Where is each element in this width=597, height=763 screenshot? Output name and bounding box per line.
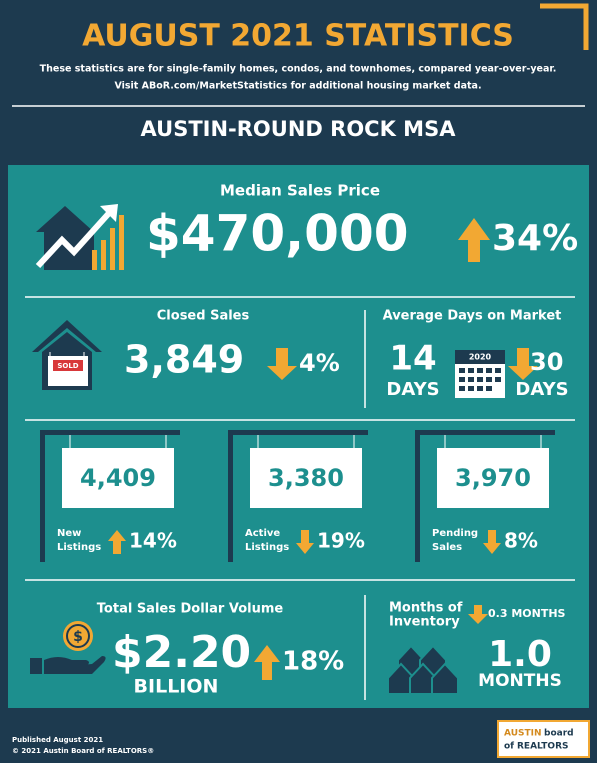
down-arrow	[267, 348, 297, 380]
metric-value: $470,000	[146, 205, 409, 263]
subtitle: Visit ABoR.com/MarketStatistics for addi…	[114, 81, 481, 92]
metric-value: 3,849	[124, 338, 244, 382]
logo-text: of	[504, 742, 514, 752]
listing-label: Active	[245, 528, 280, 539]
corner-accent	[540, 3, 589, 50]
logo-text: board	[544, 729, 574, 739]
prior-unit: DAYS	[515, 379, 568, 400]
metric-label: Total Sales Dollar Volume	[97, 602, 284, 617]
listing-change: 14%	[129, 529, 177, 553]
metric-change: 34%	[492, 218, 578, 259]
up-arrow	[108, 530, 126, 554]
down-arrow	[296, 530, 314, 554]
region: AUSTIN-ROUND ROCK MSA	[141, 117, 457, 141]
listing-value: 4,409	[80, 464, 156, 492]
svg-text:$: $	[73, 629, 83, 645]
house-chart-icon	[35, 204, 124, 270]
metric-change: 4%	[299, 349, 340, 377]
down-arrow	[508, 348, 538, 380]
logo-box	[497, 720, 590, 758]
down-arrow	[483, 530, 501, 554]
calendar-icon	[455, 350, 505, 398]
listing-label: Pending	[432, 528, 478, 539]
up-arrow	[458, 218, 490, 262]
prior-value: 30	[530, 348, 563, 376]
calendar-year: 2020	[469, 353, 492, 362]
metric-value: $2.20	[112, 627, 251, 678]
logo-text: AUSTIN	[504, 729, 542, 739]
sign-bar	[415, 430, 555, 435]
sign-bar	[40, 430, 180, 435]
metric-change: 18%	[282, 647, 344, 677]
sign-board	[250, 448, 362, 508]
subtitle: These statistics are for single-family h…	[40, 64, 557, 75]
copyright: © 2021 Austin Board of REALTORS®	[12, 747, 154, 755]
metric-label: Inventory	[389, 615, 460, 630]
listing-label: New	[57, 528, 81, 539]
sign-board	[62, 448, 174, 508]
listing-label: Sales	[432, 542, 462, 553]
logo-text: REALTORS	[517, 742, 569, 752]
down-arrow	[468, 605, 488, 624]
metric-value: 1.0	[488, 634, 552, 675]
metric-change: 0.3 MONTHS	[488, 607, 566, 620]
listing-label: Listings	[57, 542, 101, 553]
sold-house-icon	[32, 320, 102, 390]
metric-label: Closed Sales	[157, 309, 250, 324]
listing-value: 3,380	[268, 464, 344, 492]
metric-unit: DAYS	[386, 379, 439, 400]
published: Published August 2021	[12, 736, 103, 744]
sign-board	[437, 448, 549, 508]
metric-label: Average Days on Market	[383, 309, 562, 324]
listing-signs: 4,409 New Listings 14% 3,380 Active Listings 19…	[40, 430, 555, 562]
metric-label: Median Sales Price	[220, 182, 380, 200]
up-arrow	[254, 645, 280, 680]
sold-sign: SOLD	[57, 362, 78, 370]
houses-icon	[387, 644, 459, 695]
listing-change: 19%	[317, 529, 365, 553]
metric-unit: BILLION	[134, 676, 219, 698]
metric-label: Months of	[389, 601, 463, 616]
sign-post	[40, 430, 45, 562]
listing-label: Listings	[245, 542, 289, 553]
metric-unit: MONTHS	[478, 671, 562, 691]
sign-bar	[228, 430, 368, 435]
sign-post	[415, 430, 420, 562]
metric-value: 14	[389, 339, 436, 379]
sign-post	[228, 430, 233, 562]
title: AUGUST 2021 STATISTICS	[82, 19, 514, 54]
coin-hand-icon: $	[30, 621, 106, 674]
listing-change: 8%	[504, 529, 538, 553]
listing-value: 3,970	[455, 464, 531, 492]
